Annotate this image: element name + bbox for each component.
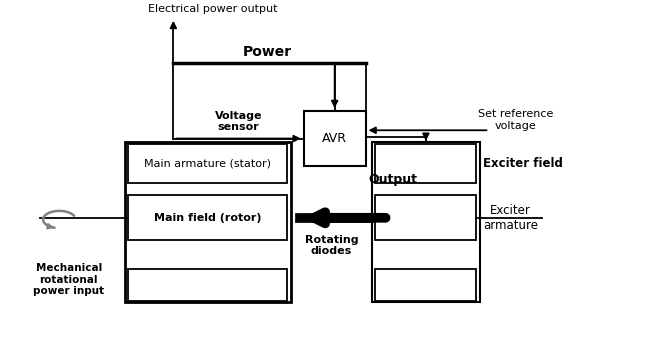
Bar	[375, 270, 477, 301]
Bar	[304, 111, 366, 166]
Text: Electrical power output: Electrical power output	[148, 4, 278, 14]
Text: Exciter
armature: Exciter armature	[483, 204, 538, 232]
Text: Mechanical
rotational
power input: Mechanical rotational power input	[33, 263, 104, 297]
Text: Power: Power	[242, 45, 292, 60]
Bar	[375, 144, 477, 183]
Text: Output: Output	[369, 173, 418, 186]
Bar	[372, 142, 480, 302]
Bar	[375, 195, 477, 240]
Bar	[125, 142, 291, 302]
Text: Voltage
sensor: Voltage sensor	[215, 110, 263, 132]
Text: Exciter field: Exciter field	[483, 157, 563, 170]
Bar	[128, 195, 287, 240]
Text: AVR: AVR	[322, 132, 347, 145]
Bar	[128, 144, 287, 183]
Text: Main field (rotor): Main field (rotor)	[154, 213, 261, 223]
Text: Rotating
diodes: Rotating diodes	[304, 235, 358, 256]
Text: Set reference
voltage: Set reference voltage	[478, 109, 553, 131]
Bar	[128, 270, 287, 301]
Text: Main armature (stator): Main armature (stator)	[144, 158, 271, 169]
